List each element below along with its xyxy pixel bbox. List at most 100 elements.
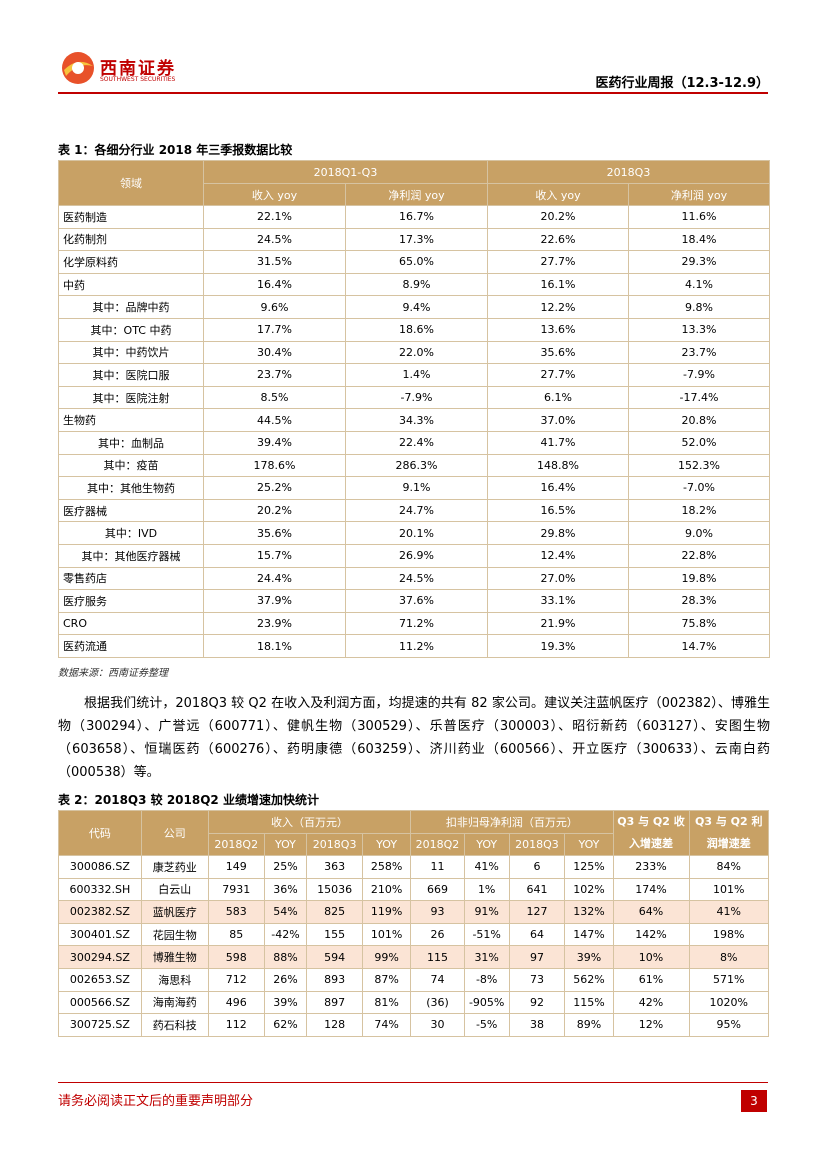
cell: 233% — [612, 855, 690, 879]
cell: 102% — [564, 877, 614, 902]
cell: 39% — [263, 990, 308, 1015]
table-row: 002382.SZ 蓝帆医疗 583 54% 825 119% 93 91% 127 132% 64… — [58, 900, 770, 924]
table-row: 医疗器械 20.2% 24.7% 16.5% 18.2% — [58, 498, 770, 523]
header-cell: YOY — [564, 832, 614, 856]
table-row: CRO 23.9% 71.2% 21.9% 75.8% — [58, 611, 770, 636]
header-cell: Q3 与 Q2 收入增速差 — [612, 810, 690, 856]
table-row: 生物药 44.5% 34.3% 37.0% 20.8% — [58, 408, 770, 432]
cell: 148.8% — [487, 453, 629, 478]
cell: 893 — [306, 967, 364, 992]
table-row: 300086.SZ 康芝药业 149 25% 363 258% 11 41% 6 125% 233%… — [58, 855, 770, 879]
cell: 112 — [207, 1013, 265, 1037]
header-cell: YOY — [463, 832, 510, 856]
cell: 600332.SH — [58, 877, 142, 902]
cell: 36% — [263, 877, 308, 902]
cell: 16.7% — [345, 205, 488, 229]
cell: 30.4% — [203, 340, 346, 365]
table-row: 002653.SZ 海思科 712 26% 893 87% 74 -8% 73 562% 61% 57… — [58, 967, 770, 992]
table-row: 医疗服务 37.9% 37.6% 33.1% 28.3% — [58, 589, 770, 613]
cell: 22.8% — [628, 543, 770, 568]
cell: 210% — [362, 877, 412, 902]
cell: 286.3% — [345, 453, 488, 478]
cell: 12% — [612, 1013, 690, 1037]
cell: 54% — [263, 900, 308, 924]
cell: 16.1% — [487, 272, 629, 297]
cell: 11 — [410, 855, 465, 879]
table-row: 300401.SZ 花园生物 85 -42% 155 101% 26 -51% 64 147% 14… — [58, 922, 770, 947]
cell: 9.0% — [628, 521, 770, 545]
cell: 23.7% — [628, 340, 770, 365]
row-label: 其中：IVD — [58, 521, 204, 545]
cell: 26% — [263, 967, 308, 992]
cell: 13.3% — [628, 317, 770, 342]
cell: 31% — [463, 945, 510, 969]
header-row: 代码 公司 收入（百万元） 扣非归母净利润（百万元） Q3 与 Q2 收入增速差 Q3 与… — [58, 810, 770, 856]
cell: 29.8% — [487, 521, 629, 545]
table-row: 其中：疫苗 178.6% 286.3% 148.8% 152.3% — [58, 453, 770, 478]
cell: 37.6% — [345, 589, 488, 613]
row-label: 医药流通 — [58, 634, 204, 658]
table-row: 化学原料药 31.5% 65.0% 27.7% 29.3% — [58, 250, 770, 274]
cell: 002382.SZ — [58, 900, 142, 924]
table-row: 其中：品牌中药 9.6% 9.4% 12.2% 9.8% — [58, 295, 770, 319]
header-row: 领域 2018Q1-Q3 2018Q3 — [58, 160, 770, 206]
cell: 41% — [688, 900, 770, 924]
cell: 1% — [463, 877, 510, 902]
cell: 12.4% — [487, 543, 629, 568]
header-cell: YOY — [362, 832, 412, 856]
row-label: 零售药店 — [58, 566, 204, 591]
cell: 9.8% — [628, 295, 770, 319]
row-label: 其中：医院注射 — [58, 385, 204, 410]
header-cell: 收入 yoy — [203, 183, 346, 206]
cell: 7931 — [207, 877, 265, 902]
cell: 16.5% — [487, 498, 629, 523]
cell: 147% — [564, 922, 614, 947]
cell: 300401.SZ — [58, 922, 142, 947]
header-cell: 2018Q1-Q3 — [203, 160, 488, 184]
cell: 52.0% — [628, 430, 770, 455]
cell: 康芝药业 — [140, 855, 209, 879]
table-row: 其中：IVD 35.6% 20.1% 29.8% 9.0% — [58, 521, 770, 545]
cell: 9.4% — [345, 295, 488, 319]
cell: 19.3% — [487, 634, 629, 658]
cell: 1020% — [688, 990, 770, 1015]
cell: 20.8% — [628, 408, 770, 432]
header-cell: 2018Q3 — [306, 832, 364, 856]
cell: 9.6% — [203, 295, 346, 319]
cell: 24.5% — [345, 566, 488, 591]
cell: 178.6% — [203, 453, 346, 478]
cell: 300725.SZ — [58, 1013, 142, 1037]
table-row: 其中：医院注射 8.5% -7.9% 6.1% -17.4% — [58, 385, 770, 410]
cell: 97 — [508, 945, 566, 969]
cell: 64% — [612, 900, 690, 924]
cell: 62% — [263, 1013, 308, 1037]
cell: 89% — [564, 1013, 614, 1037]
cell: 174% — [612, 877, 690, 902]
cell: 61% — [612, 967, 690, 992]
cell: 花园生物 — [140, 922, 209, 947]
cell: 26 — [410, 922, 465, 947]
cell: 蓝帆医疗 — [140, 900, 209, 924]
cell: 20.2% — [487, 205, 629, 229]
cell: 11.2% — [345, 634, 488, 658]
table-row: 300725.SZ 药石科技 112 62% 128 74% 30 -5% 38 89% 12% 95… — [58, 1013, 770, 1037]
cell: 22.6% — [487, 227, 629, 252]
cell: 84% — [688, 855, 770, 879]
cell: 10% — [612, 945, 690, 969]
cell: 海思科 — [140, 967, 209, 992]
cell: 31.5% — [203, 250, 346, 274]
cell: 88% — [263, 945, 308, 969]
table-row: 其中：其他医疗器械 15.7% 26.9% 12.4% 22.8% — [58, 543, 770, 568]
header-cell: 收入（百万元） — [207, 810, 412, 834]
row-label: 医疗器械 — [58, 498, 204, 523]
cell: 17.3% — [345, 227, 488, 252]
cell: 712 — [207, 967, 265, 992]
header-cell: 2018Q2 — [207, 832, 265, 856]
cell: 23.9% — [203, 611, 346, 636]
page-number: 3 — [741, 1090, 767, 1112]
logo-cn: 西南证券 — [100, 59, 176, 79]
row-label: 其中：OTC 中药 — [58, 317, 204, 342]
cell: 26.9% — [345, 543, 488, 568]
row-label: 其中：疫苗 — [58, 453, 204, 478]
row-label: 中药 — [58, 272, 204, 297]
